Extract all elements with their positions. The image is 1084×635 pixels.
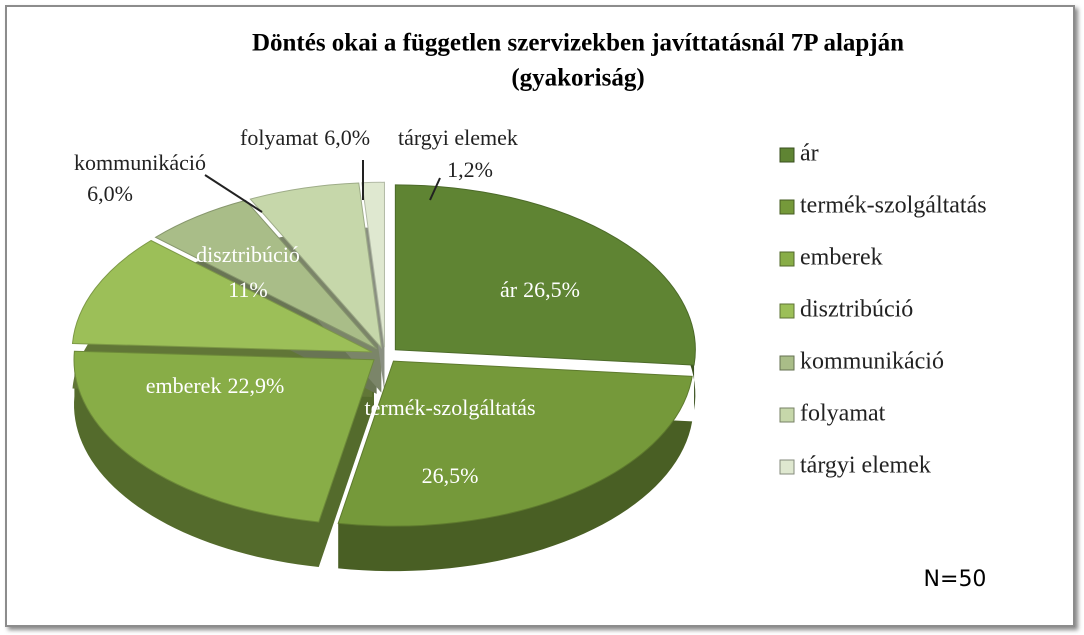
leader-line — [429, 177, 441, 201]
legend-swatch — [779, 355, 795, 371]
slice-side — [74, 351, 374, 567]
slice — [394, 184, 696, 366]
leader-line — [204, 174, 263, 213]
data-label-value: 26,5% — [523, 277, 580, 302]
data-label-name: emberek — [146, 373, 222, 398]
legend-label: disztribúció — [800, 297, 913, 323]
slice — [337, 360, 693, 527]
legend-swatch — [779, 407, 795, 423]
legend-swatch — [779, 199, 795, 215]
slice — [361, 181, 385, 348]
slice — [249, 182, 383, 350]
data-label: 26,5% — [422, 463, 479, 488]
legend-label: tárgyi elemek — [800, 453, 931, 479]
legend-swatch — [779, 147, 795, 163]
legend-label: termék-szolgáltatás — [800, 193, 987, 219]
legend-label: ár — [800, 141, 819, 167]
data-label-name: termék-szolgáltatás — [364, 395, 535, 420]
legend-swatch — [779, 251, 795, 267]
data-label: 11% — [228, 277, 268, 302]
legend-label: kommunikáció — [800, 349, 944, 375]
data-label-value: 22,9% — [227, 373, 284, 398]
data-label-name: folyamat — [240, 125, 318, 150]
annotation: N=50 — [924, 567, 987, 592]
data-label: 6,0% — [87, 181, 133, 206]
data-label-name: disztribúció — [196, 242, 300, 267]
chart-subtitle: (gyakoriság) — [511, 65, 644, 92]
data-label: 1,2% — [447, 157, 493, 182]
slice — [71, 239, 373, 353]
legend-swatch — [779, 459, 795, 475]
legend-label: folyamat — [800, 401, 886, 427]
data-label: ár 26,5% — [500, 277, 580, 302]
data-label-name: ár — [500, 277, 518, 302]
data-label: emberek 22,9% — [146, 373, 285, 398]
chart-title: Döntés okai a független szervizekben jav… — [252, 30, 904, 57]
data-label-name: kommunikáció — [74, 150, 206, 175]
legend-label: emberek — [800, 245, 883, 271]
data-label: folyamat 6,0% — [240, 125, 370, 150]
data-label-name: tárgyi elemek — [398, 125, 518, 150]
legend-swatch — [779, 303, 795, 319]
slice — [73, 350, 375, 523]
data-label-value: 6,0% — [324, 125, 370, 150]
